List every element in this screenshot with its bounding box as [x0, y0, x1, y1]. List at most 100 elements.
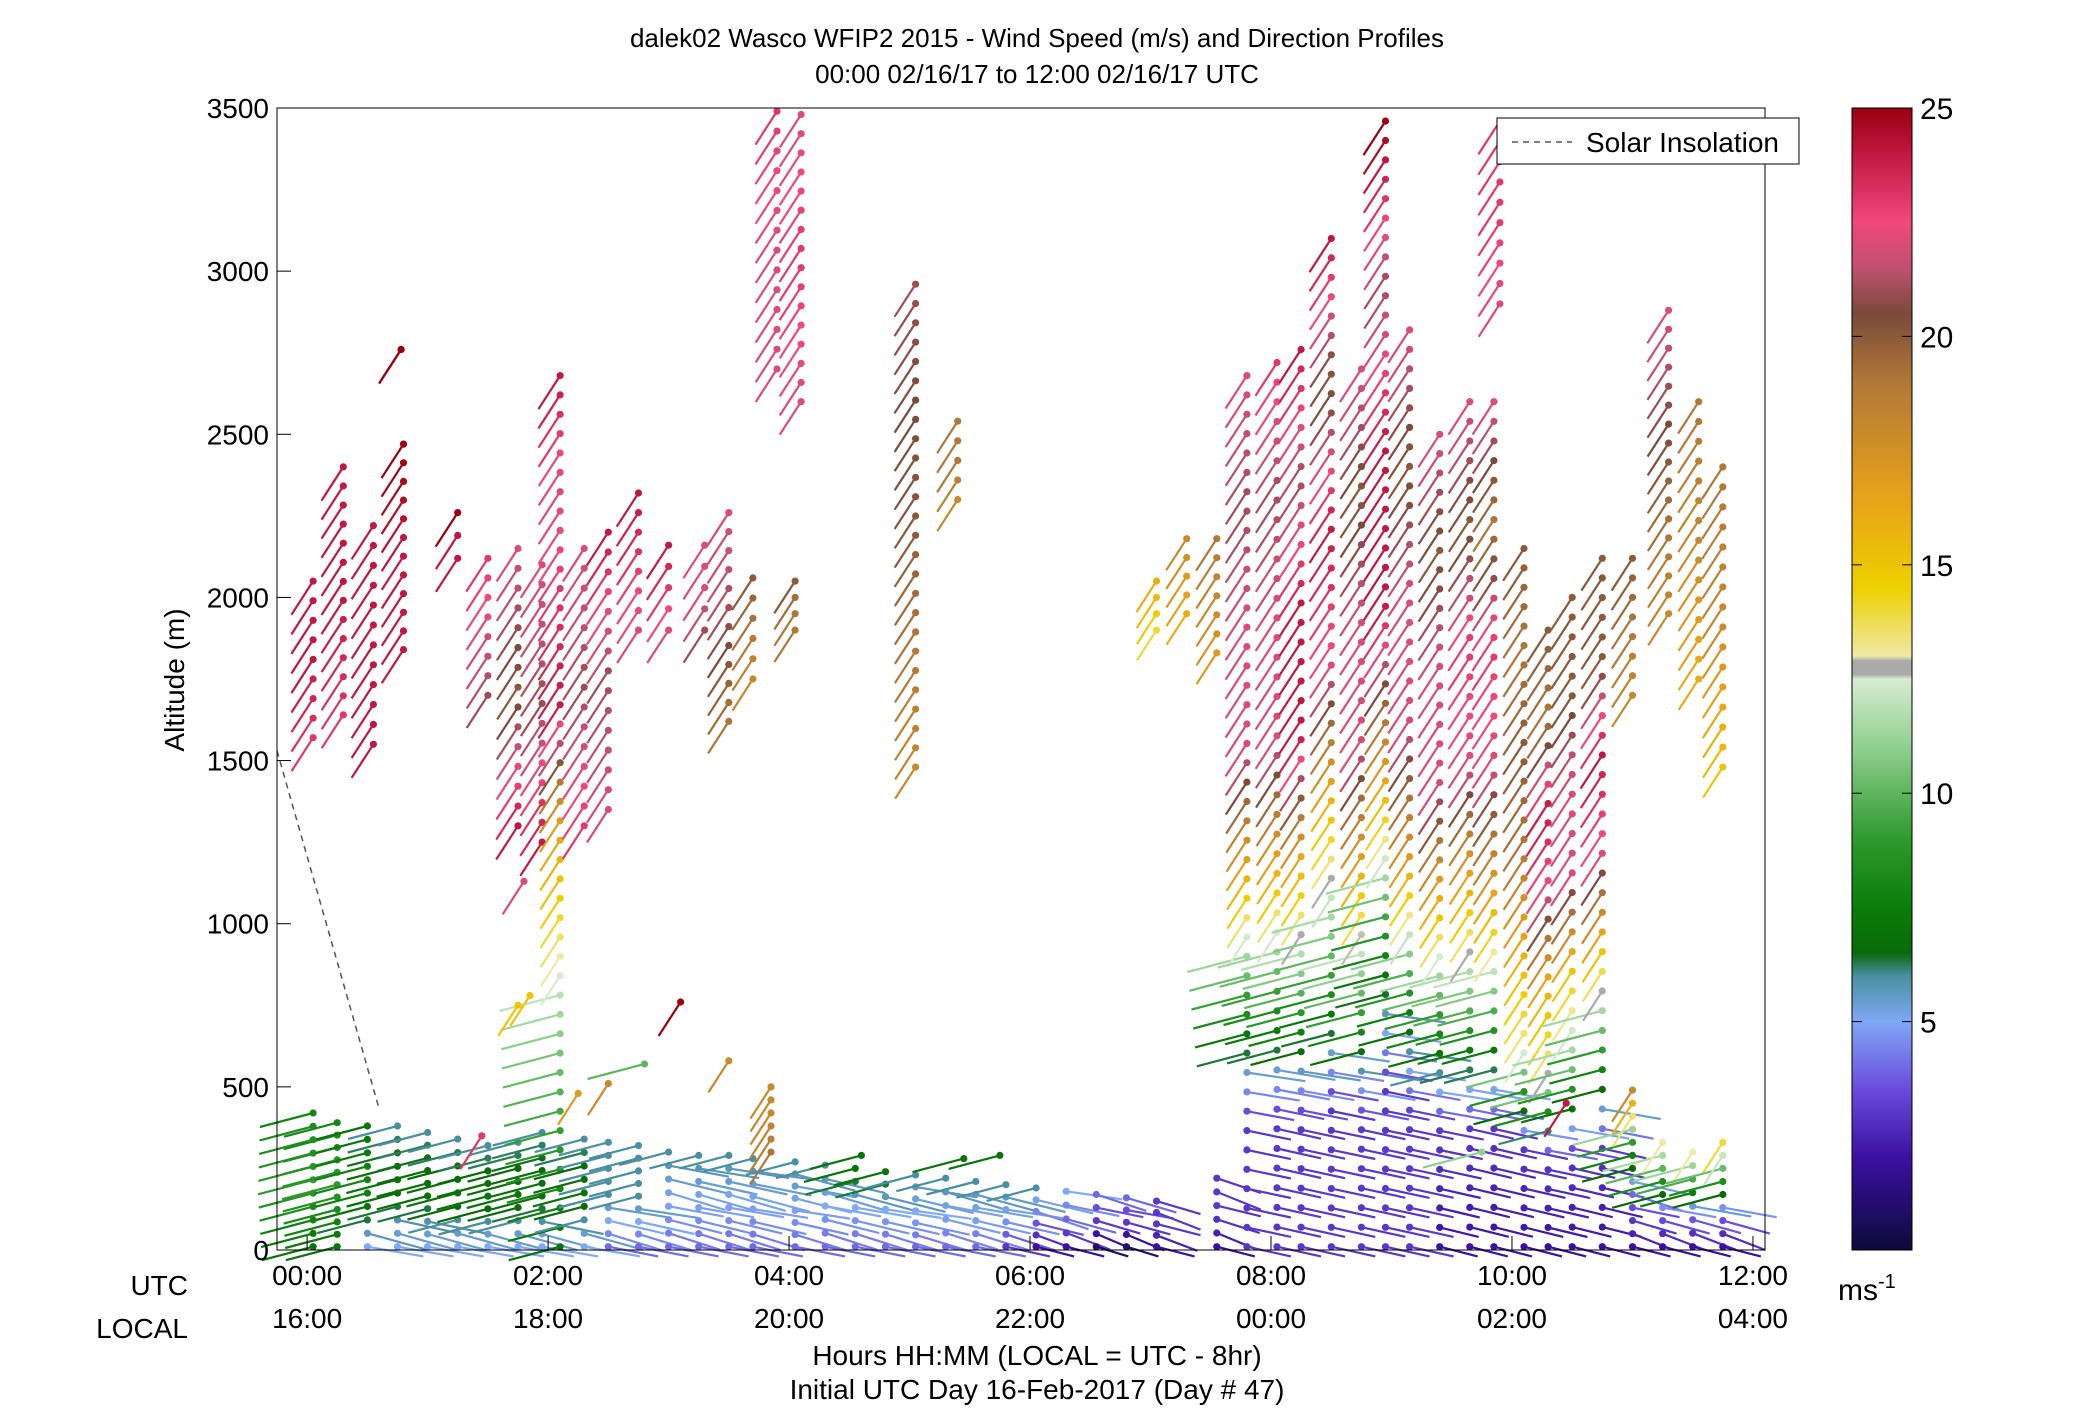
wind-barb-shaft — [1722, 1206, 1777, 1219]
wind-barb-shaft — [615, 512, 640, 547]
wind-barb-point — [1544, 819, 1552, 827]
wind-barb-shaft — [1278, 739, 1303, 774]
wind-barb-shaft — [728, 1245, 780, 1258]
wind-barb-point — [604, 1204, 612, 1212]
wind-barb-shaft — [586, 749, 610, 784]
wind-barb-shaft — [794, 1233, 848, 1252]
wind-barb-point — [1598, 692, 1606, 700]
wind-barb-shaft — [1224, 762, 1248, 797]
wind-barb-shaft — [499, 994, 561, 1013]
wind-barb-shaft — [749, 1125, 772, 1159]
wind-barb-shaft — [1547, 1168, 1592, 1180]
wind-barb-point — [1357, 423, 1365, 432]
wind-barb-point — [454, 508, 462, 517]
wind-barb-shaft — [1331, 1206, 1376, 1219]
wind-barb-shaft — [1300, 1206, 1346, 1219]
wind-barb-shaft — [706, 606, 730, 641]
wind-barb-point — [1297, 638, 1305, 646]
wind-barb-shaft — [1432, 970, 1495, 989]
wind-barb-shaft — [698, 1245, 749, 1258]
wind-barb-shaft — [1447, 794, 1471, 828]
wind-barb-shaft — [350, 584, 375, 620]
wind-barb-point — [1466, 1105, 1474, 1113]
y-tick-label: 2000 — [207, 582, 269, 613]
wind-barb-point — [1466, 869, 1474, 877]
wind-barb-shaft — [1526, 687, 1550, 721]
wind-barb-shaft — [1246, 1071, 1306, 1083]
wind-barb-shaft — [1387, 368, 1411, 403]
wind-barb-point — [1520, 1243, 1528, 1251]
wind-barb-shaft — [893, 457, 917, 491]
wind-barb-point — [1122, 1206, 1130, 1214]
wind-barb-point — [1496, 300, 1504, 308]
wind-barb-shaft — [1477, 242, 1501, 277]
wind-barb-point — [1092, 1230, 1100, 1238]
wind-barb-shaft — [1276, 1108, 1325, 1121]
wind-barb-point — [1032, 1184, 1040, 1192]
wind-barb-shaft — [1527, 976, 1550, 1009]
wind-barb-shaft — [1447, 519, 1471, 553]
wind-barb-shaft — [1255, 853, 1278, 886]
wind-barb-point — [1665, 553, 1673, 561]
wind-barb-shaft — [1448, 872, 1471, 906]
wind-barb-shaft — [893, 631, 917, 665]
wind-barb-shaft — [1224, 529, 1248, 564]
wind-barb-point — [1327, 971, 1335, 979]
wind-barb-point — [1719, 583, 1727, 591]
wind-barb-shaft — [320, 714, 345, 749]
wind-barb-point — [538, 699, 546, 708]
wind-barb-shaft — [1388, 895, 1411, 927]
wind-barb-shaft — [283, 1208, 338, 1225]
wind-barb-shaft — [427, 1232, 487, 1252]
wind-barb-shaft — [1216, 1218, 1260, 1235]
wind-barb-point — [484, 1154, 492, 1162]
wind-barb-point — [1598, 554, 1606, 562]
wind-barb-point — [514, 802, 522, 810]
wind-barb-point — [1406, 560, 1414, 568]
wind-barb-shaft — [975, 1219, 1031, 1235]
wind-barb-shaft — [260, 1218, 314, 1235]
wind-barb-point — [1381, 117, 1390, 125]
wind-barb-point — [912, 647, 920, 655]
wind-barb-shaft — [1602, 1245, 1641, 1258]
x-tick-label-local: 20:00 — [754, 1303, 824, 1334]
wind-barb-point — [1381, 1068, 1390, 1076]
wind-barb-shaft — [1364, 780, 1387, 813]
wind-barb-point — [604, 647, 612, 655]
wind-barb-point — [701, 541, 709, 549]
wind-barb-shaft — [894, 766, 917, 800]
wind-barb-point — [339, 482, 347, 490]
wind-barb-point — [665, 541, 673, 549]
wind-barb-shaft — [706, 550, 730, 584]
wind-barb-point — [1719, 1204, 1727, 1212]
wind-barb-shaft — [1156, 1234, 1198, 1252]
wind-barb-shaft — [350, 743, 375, 779]
wind-barb-point — [942, 1229, 950, 1237]
wind-barb-shaft — [1246, 1206, 1292, 1219]
wind-barb-shaft — [1387, 563, 1411, 598]
wind-barb-point — [604, 1230, 612, 1238]
wind-barb-shaft — [1550, 754, 1574, 789]
wind-barb-shaft — [752, 1245, 804, 1258]
wind-barb-shaft — [282, 1196, 338, 1213]
wind-barb-shaft — [1418, 897, 1441, 931]
wind-barb-point — [1436, 1204, 1444, 1212]
wind-barb-shaft — [638, 1245, 689, 1258]
wind-barb-point — [1273, 1164, 1281, 1172]
wind-barb-point — [1297, 775, 1305, 783]
wind-barb-point — [1406, 579, 1414, 588]
x-tick-label-utc: 04:00 — [754, 1260, 824, 1291]
wind-barb-point — [1520, 603, 1528, 611]
wind-barb-point — [1659, 1151, 1667, 1159]
wind-barb-point — [1297, 833, 1305, 841]
wind-barb-shaft — [350, 703, 375, 739]
wind-barb-shaft — [1447, 479, 1471, 514]
wind-barb-point — [580, 1189, 588, 1197]
wind-barb-point — [1490, 830, 1498, 838]
wind-barb-shaft — [503, 1110, 561, 1128]
wind-barb-point — [634, 626, 643, 634]
wind-barb-shaft — [1447, 440, 1471, 475]
wind-barb-point — [1520, 835, 1528, 844]
wind-barb-shaft — [615, 492, 640, 528]
wind-barb-point — [1568, 987, 1576, 995]
